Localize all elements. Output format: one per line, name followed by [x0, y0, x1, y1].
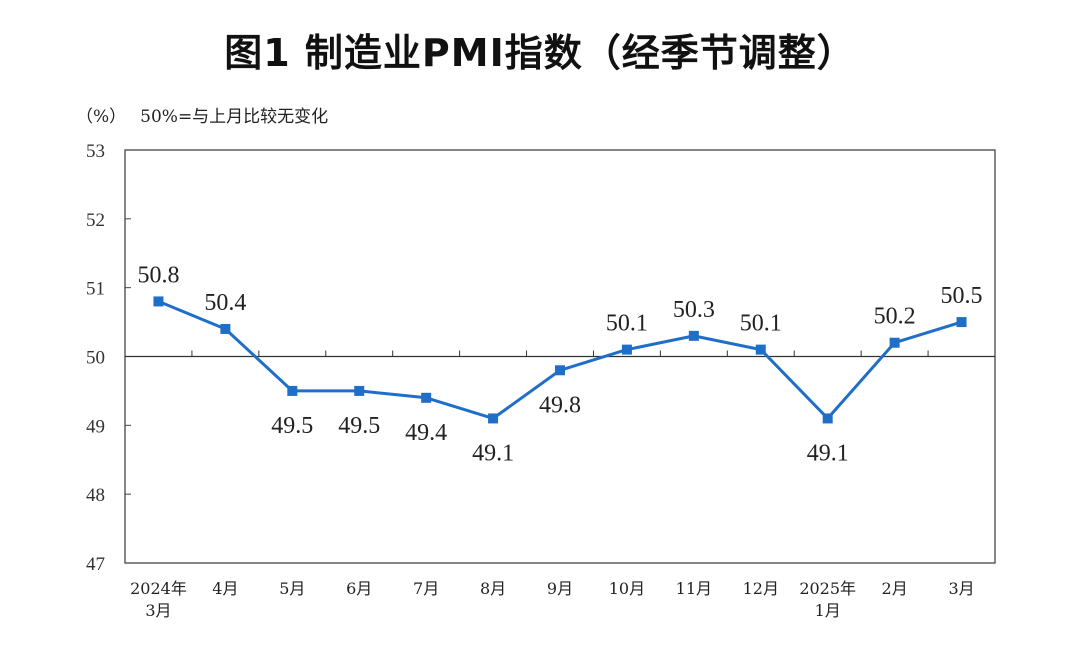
chart-title: 图1 制造业PMI指数（经季节调整）	[224, 31, 856, 75]
data-point-marker	[956, 317, 967, 328]
data-point-marker	[421, 392, 432, 403]
y-tick-label: 48	[86, 485, 105, 506]
data-point-marker	[220, 323, 231, 334]
data-label: 49.1	[807, 440, 849, 466]
reference-note: 50%=与上月比较无变化	[140, 107, 329, 127]
x-tick-label: 6月	[346, 579, 372, 598]
data-label: 50.1	[740, 311, 782, 337]
data-point-marker	[621, 344, 632, 355]
data-label: 49.1	[472, 440, 514, 466]
data-point-marker	[488, 413, 499, 424]
y-tick-label: 52	[86, 210, 105, 231]
data-label: 50.3	[673, 297, 715, 323]
x-tick-label: 2025年 1月	[799, 579, 856, 620]
x-tick-label: 10月	[609, 579, 645, 598]
y-tick-label: 51	[86, 279, 105, 300]
data-point-marker	[688, 330, 699, 341]
y-tick-label: 47	[86, 554, 105, 575]
data-label: 49.4	[405, 420, 447, 446]
x-tick-label: 8月	[480, 579, 506, 598]
y-unit-label: （%）	[76, 107, 127, 127]
x-tick-label: 11月	[676, 579, 712, 598]
x-tick-label: 3月	[948, 579, 974, 598]
x-tick-label: 2月	[882, 579, 908, 598]
data-label: 49.5	[271, 413, 313, 439]
x-tick-label: 2024年 3月	[130, 579, 187, 620]
data-label: 50.2	[874, 304, 916, 330]
data-label: 49.8	[539, 392, 581, 418]
data-point-marker	[755, 344, 766, 355]
x-tick-label: 12月	[743, 579, 779, 598]
x-tick-label: 9月	[547, 579, 573, 598]
data-label: 50.8	[137, 262, 179, 288]
data-point-marker	[889, 337, 900, 348]
data-label: 50.1	[606, 311, 648, 337]
x-tick-label: 7月	[413, 579, 439, 598]
data-label: 49.5	[338, 413, 380, 439]
y-tick-label: 53	[86, 141, 105, 162]
x-tick-label: 5月	[279, 579, 305, 598]
data-point-marker	[555, 365, 565, 376]
data-point-marker	[354, 385, 365, 396]
data-point-marker	[822, 413, 833, 424]
y-tick-label: 49	[86, 416, 105, 437]
x-tick-label: 4月	[212, 579, 238, 598]
data-point-marker	[287, 385, 298, 396]
data-label: 50.4	[204, 290, 246, 316]
y-tick-label: 50	[86, 348, 105, 369]
unit-note: （%） 50%=与上月比较无变化	[76, 102, 342, 127]
data-point-marker	[153, 296, 164, 307]
data-label: 50.5	[941, 283, 983, 309]
